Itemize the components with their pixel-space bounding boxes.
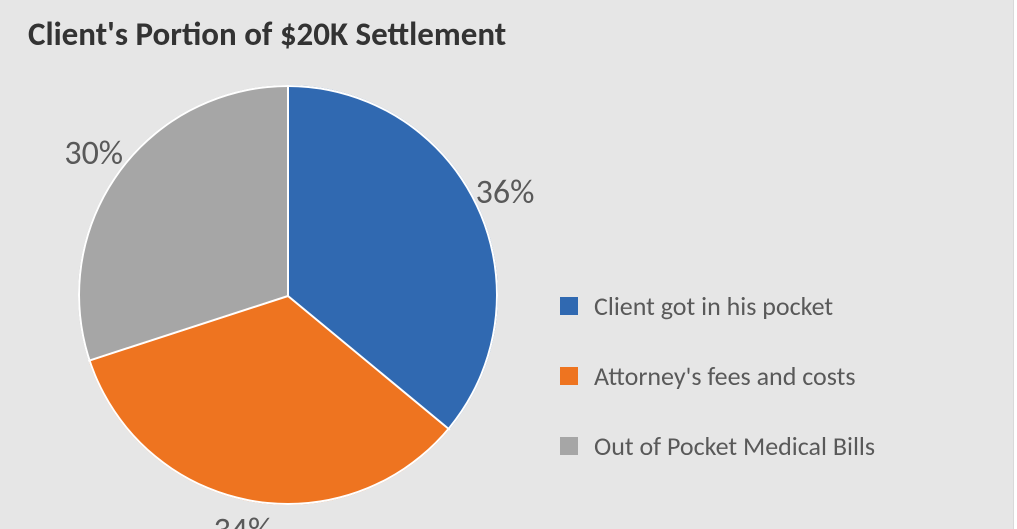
slice-data-label: 34% [214, 514, 273, 529]
legend-swatch [560, 367, 578, 385]
legend-row: Attorney's fees and costs [560, 360, 1017, 392]
legend-label: Attorney's fees and costs [594, 360, 856, 392]
legend-swatch [560, 297, 578, 315]
chart-area: Client's Portion of $20K Settlement 36%3… [0, 0, 1013, 529]
slice-separator [287, 295, 450, 430]
pie [78, 85, 498, 505]
legend-label: Client got in his pocket [594, 290, 833, 322]
legend-swatch [560, 437, 578, 455]
chart-title: Client's Portion of $20K Settlement [28, 14, 506, 54]
pie-wrap: 36%34%30% [78, 85, 498, 505]
legend: Client got in his pocket Attorney's fees … [560, 290, 1017, 500]
slice-data-label: 30% [64, 137, 123, 171]
legend-row: Client got in his pocket [560, 290, 1017, 322]
slice-separator [287, 86, 289, 296]
sheet-gridline [1013, 0, 1017, 529]
legend-row: Out of Pocket Medical Bills [560, 430, 1017, 462]
slice-separator [88, 295, 288, 362]
legend-label: Out of Pocket Medical Bills [594, 430, 875, 462]
slice-data-label: 36% [476, 176, 535, 210]
